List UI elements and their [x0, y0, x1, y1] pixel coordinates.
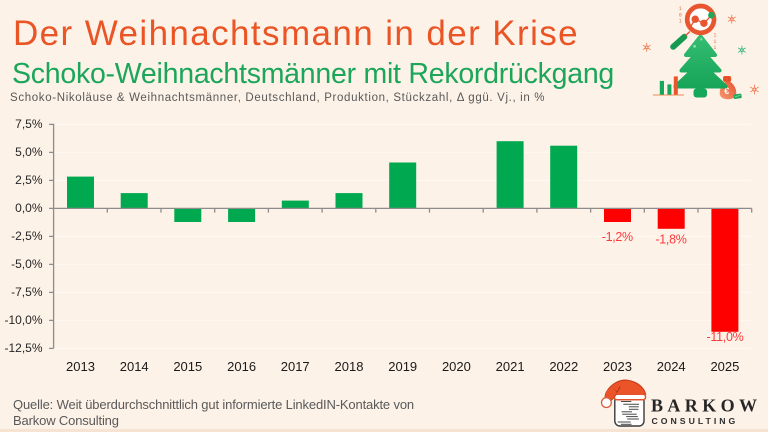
svg-text:-10,0%: -10,0%	[4, 313, 42, 327]
svg-text:0,0%: 0,0%	[15, 201, 43, 215]
svg-text:-5,0%: -5,0%	[11, 257, 43, 271]
svg-text:2018: 2018	[335, 359, 364, 374]
svg-text:1: 1	[713, 39, 716, 45]
svg-text:0: 0	[679, 12, 682, 18]
svg-text:7,5%: 7,5%	[15, 117, 43, 131]
svg-text:2022: 2022	[549, 359, 578, 374]
svg-text:5,0%: 5,0%	[15, 145, 43, 159]
svg-text:2013: 2013	[66, 359, 95, 374]
svg-text:2024: 2024	[657, 359, 686, 374]
svg-text:-12,5%: -12,5%	[4, 341, 42, 355]
svg-text:-2,5%: -2,5%	[11, 229, 43, 243]
svg-text:2016: 2016	[227, 359, 256, 374]
svg-text:-7,5%: -7,5%	[11, 285, 43, 299]
svg-text:2025: 2025	[710, 359, 739, 374]
svg-text:2021: 2021	[496, 359, 525, 374]
svg-text:2017: 2017	[281, 359, 310, 374]
svg-text:CONSULTING: CONSULTING	[652, 416, 739, 426]
svg-text:BARKOW: BARKOW	[651, 396, 761, 416]
svg-text:-1,8%: -1,8%	[655, 232, 686, 246]
svg-text:-1,2%: -1,2%	[602, 230, 633, 244]
svg-text:1: 1	[713, 45, 716, 51]
svg-text:-11,0%: -11,0%	[707, 330, 744, 344]
svg-text:1: 1	[679, 19, 682, 25]
svg-text:€: €	[724, 86, 729, 96]
svg-text:2023: 2023	[603, 359, 632, 374]
svg-text:2019: 2019	[388, 359, 417, 374]
svg-text:1: 1	[713, 33, 716, 39]
svg-text:1: 1	[679, 6, 682, 12]
svg-text:2015: 2015	[173, 359, 202, 374]
svg-text:2014: 2014	[120, 359, 149, 374]
svg-text:2020: 2020	[442, 359, 471, 374]
svg-text:2,5%: 2,5%	[15, 173, 43, 187]
